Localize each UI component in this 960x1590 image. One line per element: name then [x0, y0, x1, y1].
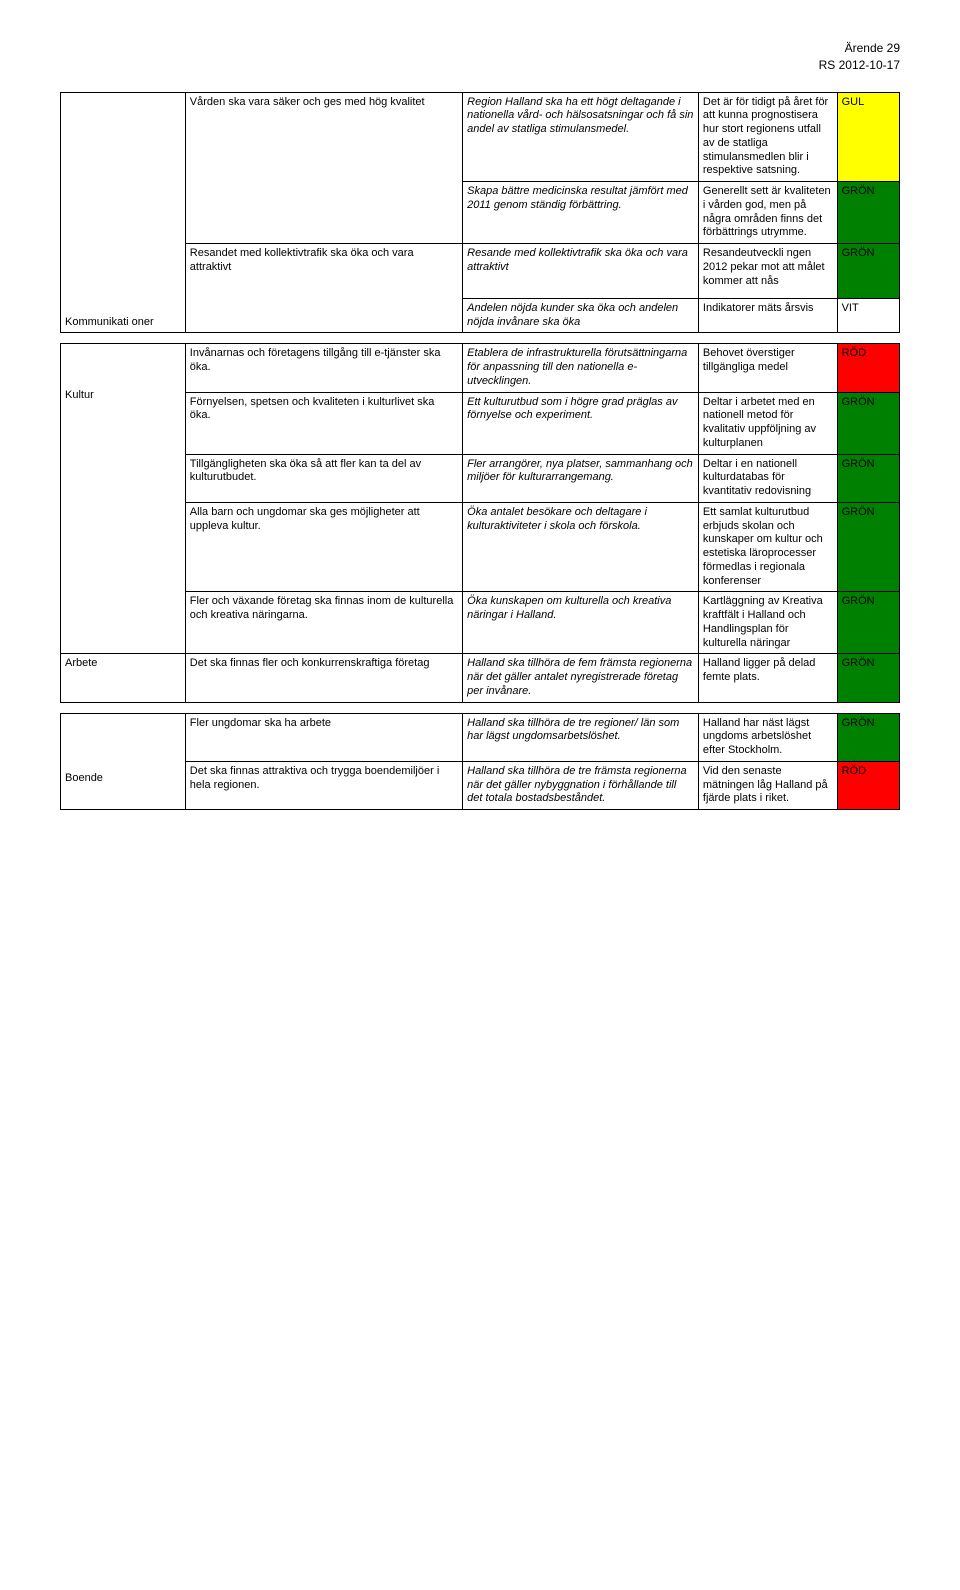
category-cell: Kommunikati oner — [61, 92, 186, 333]
table-row: Förnyelsen, spetsen och kvaliteten i kul… — [61, 392, 900, 454]
spacer — [61, 702, 900, 713]
goal-cell: Fler och växande företag ska finnas inom… — [185, 592, 462, 654]
goal-cell: Resandet med kollektivtrafik ska öka och… — [185, 244, 462, 333]
status-cell: VIT — [837, 298, 899, 333]
measure-cell: Andelen nöjda kunder ska öka och andelen… — [463, 298, 699, 333]
table-row: Kultur Invånarnas och företagens tillgån… — [61, 344, 900, 392]
category-label: Kultur — [65, 389, 94, 401]
status-cell: GRÖN — [837, 392, 899, 454]
measure-cell: Region Halland ska ha ett högt deltagand… — [463, 92, 699, 182]
table-row: Tillgängligheten ska öka så att fler kan… — [61, 454, 900, 502]
doc-header-line2: RS 2012-10-17 — [60, 57, 900, 74]
goal-cell: Alla barn och ungdomar ska ges möjlighet… — [185, 502, 462, 592]
table-row: Kommunikati oner Vården ska vara säker o… — [61, 92, 900, 182]
comment-cell: Deltar i arbetet med en nationell metod … — [698, 392, 837, 454]
measure-cell: Halland ska tillhöra de fem främsta regi… — [463, 654, 699, 702]
spacer-row — [61, 333, 900, 344]
comment-cell: Resandeutveckli ngen 2012 pekar mot att … — [698, 244, 837, 299]
spacer-row — [61, 702, 900, 713]
measure-cell: Öka antalet besökare och deltagare i kul… — [463, 502, 699, 592]
goal-cell: Invånarnas och företagens tillgång till … — [185, 344, 462, 392]
goal-cell: Vården ska vara säker och ges med hög kv… — [185, 92, 462, 244]
status-cell: RÖD — [837, 344, 899, 392]
measure-cell: Resande med kollektivtrafik ska öka och … — [463, 244, 699, 299]
status-cell: GRÖN — [837, 182, 899, 244]
table-row: Det ska finnas attraktiva och trygga boe… — [61, 761, 900, 809]
category-label: Kommunikati oner — [65, 316, 154, 328]
doc-header: Ärende 29 RS 2012-10-17 — [60, 40, 900, 74]
comment-cell: Halland ligger på delad femte plats. — [698, 654, 837, 702]
status-cell: GRÖN — [837, 592, 899, 654]
comment-cell: Ett samlat kulturutbud erbjuds skolan oc… — [698, 502, 837, 592]
measure-cell: Ett kulturutbud som i högre grad präglas… — [463, 392, 699, 454]
doc-header-line1: Ärende 29 — [60, 40, 900, 57]
comment-cell: Generellt sett är kvaliteten i vården go… — [698, 182, 837, 244]
table-row: Resandet med kollektivtrafik ska öka och… — [61, 244, 900, 299]
comment-cell: Halland har näst lägst ungdoms arbetslös… — [698, 713, 837, 761]
category-cell: Kultur — [61, 344, 186, 654]
spacer — [61, 333, 900, 344]
comment-cell: Indikatorer mäts årsvis — [698, 298, 837, 333]
status-cell: GUL — [837, 92, 899, 182]
status-cell: RÖD — [837, 761, 899, 809]
table-row: Boende Fler ungdomar ska ha arbete Halla… — [61, 713, 900, 761]
goal-cell: Fler ungdomar ska ha arbete — [185, 713, 462, 761]
category-label: Boende — [65, 772, 103, 784]
measure-cell: Halland ska tillhöra de tre främsta regi… — [463, 761, 699, 809]
status-cell: GRÖN — [837, 654, 899, 702]
table-row: Arbete Det ska finnas fler och konkurrens… — [61, 654, 900, 702]
table-row: Fler och växande företag ska finnas inom… — [61, 592, 900, 654]
status-cell: GRÖN — [837, 713, 899, 761]
goal-cell: Tillgängligheten ska öka så att fler kan… — [185, 454, 462, 502]
category-cell: Boende — [61, 713, 186, 810]
comment-cell: Deltar i en nationell kulturdatabas för … — [698, 454, 837, 502]
status-cell: GRÖN — [837, 454, 899, 502]
comment-cell: Behovet överstiger tillgängliga medel — [698, 344, 837, 392]
status-cell: GRÖN — [837, 244, 899, 299]
status-cell: GRÖN — [837, 502, 899, 592]
measure-cell: Etablera de infrastrukturella förutsättn… — [463, 344, 699, 392]
measure-cell: Öka kunskapen om kulturella och kreativa… — [463, 592, 699, 654]
goal-cell: Det ska finnas fler och konkurrenskrafti… — [185, 654, 462, 702]
category-label: Arbete — [65, 657, 97, 669]
measure-cell: Halland ska tillhöra de tre regioner/ lä… — [463, 713, 699, 761]
comment-cell: Vid den senaste mätningen låg Halland på… — [698, 761, 837, 809]
category-cell: Arbete — [61, 654, 186, 702]
goal-cell: Det ska finnas attraktiva och trygga boe… — [185, 761, 462, 809]
measure-cell: Skapa bättre medicinska resultat jämfört… — [463, 182, 699, 244]
goal-cell: Förnyelsen, spetsen och kvaliteten i kul… — [185, 392, 462, 454]
measure-cell: Fler arrangörer, nya platser, sammanhang… — [463, 454, 699, 502]
comment-cell: Kartläggning av Kreativa kraftfält i Hal… — [698, 592, 837, 654]
main-table: Kommunikati oner Vården ska vara säker o… — [60, 92, 900, 811]
table-row: Alla barn och ungdomar ska ges möjlighet… — [61, 502, 900, 592]
comment-cell: Det är för tidigt på året för att kunna … — [698, 92, 837, 182]
